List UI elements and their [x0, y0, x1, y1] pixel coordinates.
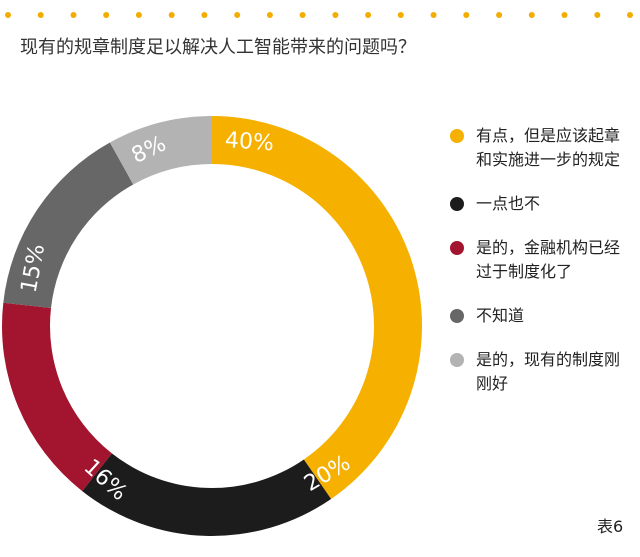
- border-dot: [103, 12, 110, 18]
- legend-swatch-over-regulated: [450, 241, 464, 255]
- donut-slice-0: [212, 116, 422, 499]
- legend-label-dont-know: 不知道: [476, 306, 525, 325]
- border-dot: [70, 12, 77, 18]
- border-dot: [299, 12, 306, 18]
- legend-item-dont-know: 不知道: [450, 304, 635, 328]
- donut-slice-2: [1, 302, 112, 492]
- legend-label-somewhat: 有点，但是应该起章和实施进一步的规定: [476, 126, 621, 169]
- donut-slice-4: [109, 116, 212, 185]
- chart-legend: 有点，但是应该起章和实施进一步的规定 一点也不 是的，金融机构已经过于制度化了 …: [450, 124, 635, 396]
- border-dot: [463, 12, 470, 18]
- border-dot: [234, 12, 241, 18]
- border-dot: [561, 12, 568, 18]
- legend-item-just-right: 是的，现有的制度刚刚好: [450, 348, 635, 396]
- border-dot: [168, 12, 175, 18]
- donut-slice-3: [3, 142, 134, 309]
- border-dot: [430, 12, 437, 18]
- border-dot: [201, 12, 208, 18]
- border-dot: [365, 12, 372, 18]
- donut-chart: 40%20%16%15%8%: [1, 116, 422, 536]
- donut-slice-1: [82, 453, 332, 536]
- legend-label-not-at-all: 一点也不: [476, 194, 541, 213]
- legend-item-over-regulated: 是的，金融机构已经过于制度化了: [450, 236, 635, 284]
- border-dot: [397, 12, 404, 18]
- table-number-label: 表6: [597, 517, 624, 536]
- border-dot: [266, 12, 273, 18]
- border-dot: [594, 12, 601, 18]
- legend-swatch-somewhat: [450, 129, 464, 143]
- survey-question-title: 现有的规章制度足以解决人工智能带来的问题吗？: [20, 37, 416, 58]
- border-dot: [5, 12, 11, 18]
- legend-label-over-regulated: 是的，金融机构已经过于制度化了: [476, 238, 621, 281]
- border-dot: [496, 12, 503, 18]
- legend-item-not-at-all: 一点也不: [450, 192, 635, 216]
- border-dot: [135, 12, 142, 18]
- dotted-border: [5, 12, 633, 18]
- border-dot: [37, 12, 44, 18]
- border-dot: [528, 12, 535, 18]
- border-dot: [627, 12, 633, 18]
- slice-percent-label-0: 40%: [224, 128, 275, 156]
- legend-label-just-right: 是的，现有的制度刚刚好: [476, 350, 621, 393]
- border-dot: [332, 12, 339, 18]
- legend-swatch-not-at-all: [450, 197, 464, 211]
- legend-swatch-just-right: [450, 353, 464, 367]
- legend-item-somewhat: 有点，但是应该起章和实施进一步的规定: [450, 124, 635, 172]
- legend-swatch-dont-know: [450, 309, 464, 323]
